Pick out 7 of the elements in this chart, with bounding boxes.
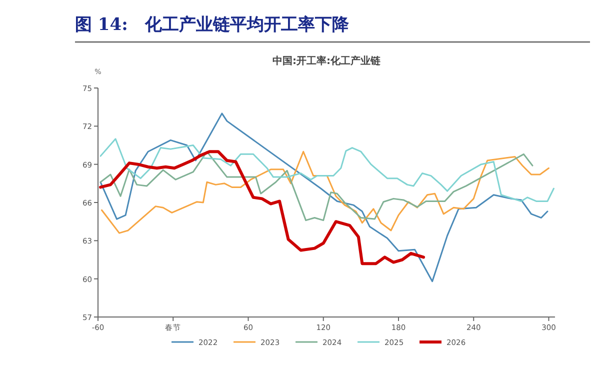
line-series bbox=[100, 150, 534, 222]
line-series bbox=[100, 112, 548, 282]
chart-subtitle: 中国:开工率:化工产业链 bbox=[272, 55, 382, 67]
line-series bbox=[100, 138, 554, 202]
line-series bbox=[101, 150, 550, 234]
chart-title: 图 14: 化工产业链平均开工率下降 bbox=[75, 15, 350, 35]
line-series bbox=[99, 150, 426, 266]
